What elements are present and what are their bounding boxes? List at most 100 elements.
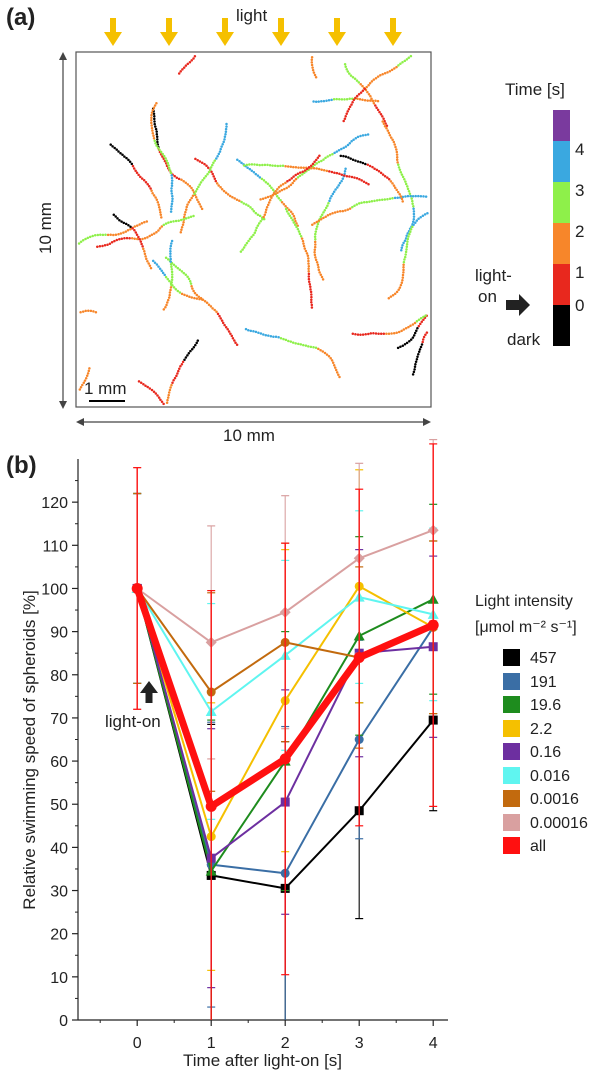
light-label: light xyxy=(236,6,268,25)
track-dot xyxy=(292,221,296,224)
track-dot xyxy=(234,341,237,345)
track-dot xyxy=(289,165,293,169)
track-dot xyxy=(141,237,144,241)
track-dot xyxy=(374,99,377,103)
track-dot xyxy=(182,215,186,219)
track-dot xyxy=(184,210,187,214)
track-dot xyxy=(348,141,352,145)
track-dot xyxy=(254,211,258,215)
track-dot xyxy=(320,159,323,163)
track-dot xyxy=(403,59,407,63)
track-dot xyxy=(176,266,180,270)
track-dot xyxy=(356,160,360,163)
track-dot xyxy=(223,323,226,327)
height-label: 10 mm xyxy=(35,202,55,254)
colorbar-segment-1 xyxy=(553,264,570,305)
track-dot xyxy=(298,174,302,178)
track-dot xyxy=(284,181,287,185)
track-dot xyxy=(421,338,425,341)
track-dot xyxy=(386,71,389,74)
track-dot xyxy=(157,229,160,232)
track-dot xyxy=(370,97,373,100)
track-dot xyxy=(416,327,419,330)
track-dot xyxy=(399,195,403,198)
track-dot xyxy=(264,180,268,184)
track-dot xyxy=(183,293,186,297)
track-dot xyxy=(314,238,317,241)
track-dot xyxy=(280,201,284,204)
track-dot xyxy=(417,324,421,328)
track-dot xyxy=(195,187,199,191)
track-dot xyxy=(305,167,309,171)
track-dot xyxy=(319,218,323,221)
track-dot xyxy=(244,327,248,331)
track-dot xyxy=(358,178,361,181)
track-dot xyxy=(307,270,310,273)
track-dot xyxy=(259,220,262,223)
track-dot xyxy=(136,237,139,241)
track-dot xyxy=(319,273,323,276)
track-dot xyxy=(309,288,312,291)
track-dot xyxy=(205,164,208,167)
track-dot xyxy=(313,160,316,164)
track-dot xyxy=(388,134,392,137)
track-dot xyxy=(399,283,403,287)
track-dot xyxy=(170,189,173,193)
track-dot xyxy=(331,211,334,215)
track-dot xyxy=(168,388,172,392)
track-dot xyxy=(346,208,350,211)
track-dot xyxy=(78,388,82,391)
track-dot xyxy=(219,147,222,151)
track-dot xyxy=(298,171,302,174)
x-tick-label-1: 1 xyxy=(207,1035,216,1052)
height-arrow-bottom xyxy=(59,401,67,409)
track-dot xyxy=(211,307,214,310)
track-dot xyxy=(332,190,336,193)
track-dot xyxy=(337,148,341,152)
track-dot xyxy=(274,335,278,339)
track-dot xyxy=(399,345,402,349)
track-dot xyxy=(166,301,169,304)
track-dot xyxy=(386,129,390,132)
track-dot xyxy=(263,163,267,167)
track-dot xyxy=(317,167,321,171)
track-dot xyxy=(130,162,134,166)
track-dot xyxy=(279,336,283,340)
track-dot xyxy=(279,164,282,168)
track-dot xyxy=(368,164,372,168)
track-dot xyxy=(351,100,354,104)
y-tick-label-110: 110 xyxy=(42,538,68,555)
track-dot xyxy=(381,173,385,176)
track-dot xyxy=(197,295,201,298)
track-dot xyxy=(389,136,393,139)
track-dot xyxy=(328,199,331,203)
track-dot xyxy=(159,211,162,214)
track-dot xyxy=(170,265,173,269)
track-dot xyxy=(401,276,405,279)
track-dot xyxy=(409,230,412,233)
track-dot xyxy=(168,279,171,283)
track-dot xyxy=(180,228,183,232)
track-dot xyxy=(408,340,411,343)
track-dot xyxy=(314,243,317,246)
track-dot xyxy=(315,261,319,264)
track-dot xyxy=(370,200,374,203)
track-dot xyxy=(206,173,209,176)
x-tick-label-4: 4 xyxy=(429,1035,438,1052)
track-dot xyxy=(167,391,171,394)
colorbar-tick-2: 2 xyxy=(575,222,585,241)
track-dot xyxy=(259,198,262,201)
track-dot xyxy=(157,265,160,268)
track-dot xyxy=(231,337,235,340)
track-dot xyxy=(347,107,351,111)
track-dot xyxy=(367,92,371,96)
track-dot xyxy=(267,201,271,204)
track-dot xyxy=(148,387,152,390)
track-dot xyxy=(424,333,427,337)
track-dot xyxy=(411,199,414,203)
track-dot xyxy=(371,165,374,169)
track-dot xyxy=(181,68,184,71)
track-dot xyxy=(299,234,303,238)
track-dot xyxy=(375,199,379,202)
track-dot xyxy=(405,242,409,246)
